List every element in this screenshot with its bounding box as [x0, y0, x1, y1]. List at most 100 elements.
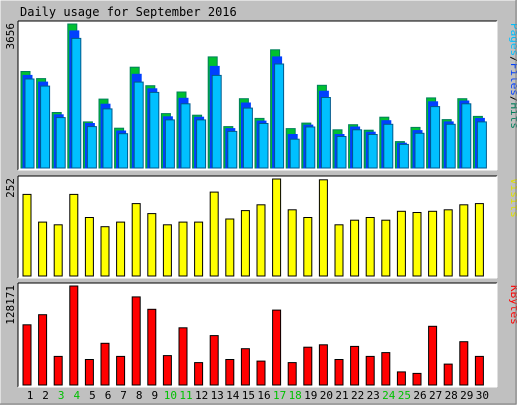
bar-kbytes-day-9 [147, 308, 157, 386]
bar-pages-day-22 [352, 129, 363, 169]
bar-pages-day-2 [40, 85, 51, 169]
bar-kbytes-day-18 [287, 362, 297, 386]
x-tick-label-6: 6 [105, 389, 112, 402]
bar-pages-day-1 [24, 78, 35, 169]
bar-kbytes-day-14 [225, 359, 235, 386]
bar-pages-day-6 [102, 108, 113, 169]
x-tick-label-27: 27 [429, 389, 442, 402]
bar-kbytes-day-21 [334, 359, 344, 386]
bar-pages-day-20 [320, 97, 331, 169]
bar-visits-day-26 [412, 212, 422, 277]
bar-visits-day-6 [100, 226, 110, 277]
bar-kbytes-day-24 [381, 352, 391, 386]
bar-kbytes-day-6 [100, 342, 110, 386]
bar-visits-day-14 [225, 218, 235, 277]
x-tick-label-22: 22 [351, 389, 364, 402]
bar-visits-day-8 [131, 203, 141, 277]
legend-entry-separator: / [508, 96, 517, 103]
bar-visits-day-12 [194, 221, 204, 277]
bar-kbytes-day-8 [131, 296, 141, 386]
bar-pages-day-15 [242, 107, 253, 169]
bar-pages-day-28 [445, 123, 456, 169]
x-tick-label-21: 21 [335, 389, 348, 402]
chart-title: Daily usage for September 2016 [20, 5, 237, 19]
bar-kbytes-day-19 [303, 346, 313, 386]
x-tick-label-13: 13 [211, 389, 224, 402]
bar-pages-day-24 [383, 123, 394, 169]
bar-visits-day-10 [162, 224, 172, 277]
panel-kbytes: 128171 KBytes [4, 282, 517, 388]
x-tick-label-28: 28 [445, 389, 458, 402]
bar-kbytes-day-2 [38, 314, 48, 386]
legend-entry-hits: Hits [508, 103, 517, 130]
bar-visits-day-2 [38, 221, 48, 277]
x-tick-label-19: 19 [304, 389, 317, 402]
bar-pages-day-30 [476, 121, 487, 169]
legend-kbytes: KBytes [508, 285, 517, 325]
bar-visits-day-5 [84, 217, 94, 277]
x-tick-label-1: 1 [27, 389, 34, 402]
bar-kbytes-day-27 [428, 325, 438, 386]
bar-kbytes-day-11 [178, 327, 188, 386]
legend-hits_files_pages: Pages/Files/Hits [508, 23, 517, 129]
bar-visits-day-11 [178, 221, 188, 277]
bar-kbytes-day-12 [194, 362, 204, 386]
x-tick-label-9: 9 [151, 389, 158, 402]
x-tick-label-15: 15 [242, 389, 255, 402]
x-tick-label-23: 23 [367, 389, 380, 402]
x-tick-label-14: 14 [226, 389, 240, 402]
bar-pages-day-25 [398, 143, 409, 169]
bar-kbytes-day-16 [256, 360, 266, 386]
bar-pages-day-8 [133, 81, 144, 169]
bar-pages-day-18 [289, 138, 300, 169]
legend-visits: Visits [508, 178, 517, 218]
bar-pages-day-17 [274, 63, 285, 169]
bar-visits-day-16 [256, 204, 266, 277]
legend-entry-kbytes: KBytes [508, 285, 517, 325]
bar-visits-day-27 [428, 210, 438, 277]
bar-kbytes-day-26 [412, 372, 422, 386]
bar-visits-day-3 [53, 224, 63, 277]
bar-visits-day-30 [474, 203, 484, 277]
x-tick-label-4: 4 [73, 389, 80, 402]
y-max-label-kbytes: 128171 [4, 285, 17, 325]
bar-pages-day-13 [211, 74, 222, 169]
bar-kbytes-day-5 [84, 359, 94, 386]
bar-kbytes-day-30 [474, 355, 484, 386]
bar-kbytes-day-20 [318, 344, 328, 386]
bar-pages-day-5 [86, 126, 97, 169]
bar-visits-day-21 [334, 224, 344, 277]
y-max-label-hits_files_pages: 3656 [4, 23, 17, 50]
bar-visits-day-15 [240, 210, 250, 277]
x-tick-label-26: 26 [413, 389, 426, 402]
x-tick-label-2: 2 [42, 389, 49, 402]
bar-kbytes-day-15 [240, 348, 250, 386]
y-max-label-visits: 252 [4, 178, 17, 198]
bar-kbytes-day-7 [116, 355, 126, 386]
legend-entry-pages: Pages [508, 23, 517, 56]
bar-pages-day-14 [227, 130, 238, 169]
bar-kbytes-day-28 [443, 363, 453, 386]
bar-visits-day-20 [318, 179, 328, 277]
bar-kbytes-day-17 [272, 309, 282, 386]
legend-entry-visits: Visits [508, 178, 517, 218]
bar-pages-day-9 [149, 91, 160, 169]
x-tick-label-12: 12 [195, 389, 208, 402]
bar-pages-day-4 [71, 37, 82, 169]
bar-visits-day-9 [147, 213, 157, 277]
bar-kbytes-day-1 [22, 324, 32, 386]
bar-visits-day-25 [396, 210, 406, 277]
legend-entry-separator: / [508, 56, 517, 63]
x-tick-label-8: 8 [136, 389, 143, 402]
bar-pages-day-19 [305, 126, 316, 169]
bar-kbytes-day-23 [365, 355, 375, 386]
bar-visits-day-29 [459, 204, 469, 277]
bar-visits-day-7 [116, 221, 126, 277]
chart-panels: 3656 Pages/Files/Hits 252 Visits 128171 KByte… [4, 20, 517, 388]
bar-pages-day-21 [336, 136, 347, 169]
bar-pages-day-16 [258, 123, 269, 169]
x-tick-label-7: 7 [120, 389, 127, 402]
x-tick-label-18: 18 [289, 389, 302, 402]
bar-pages-day-23 [367, 134, 378, 169]
x-tick-label-5: 5 [89, 389, 96, 402]
